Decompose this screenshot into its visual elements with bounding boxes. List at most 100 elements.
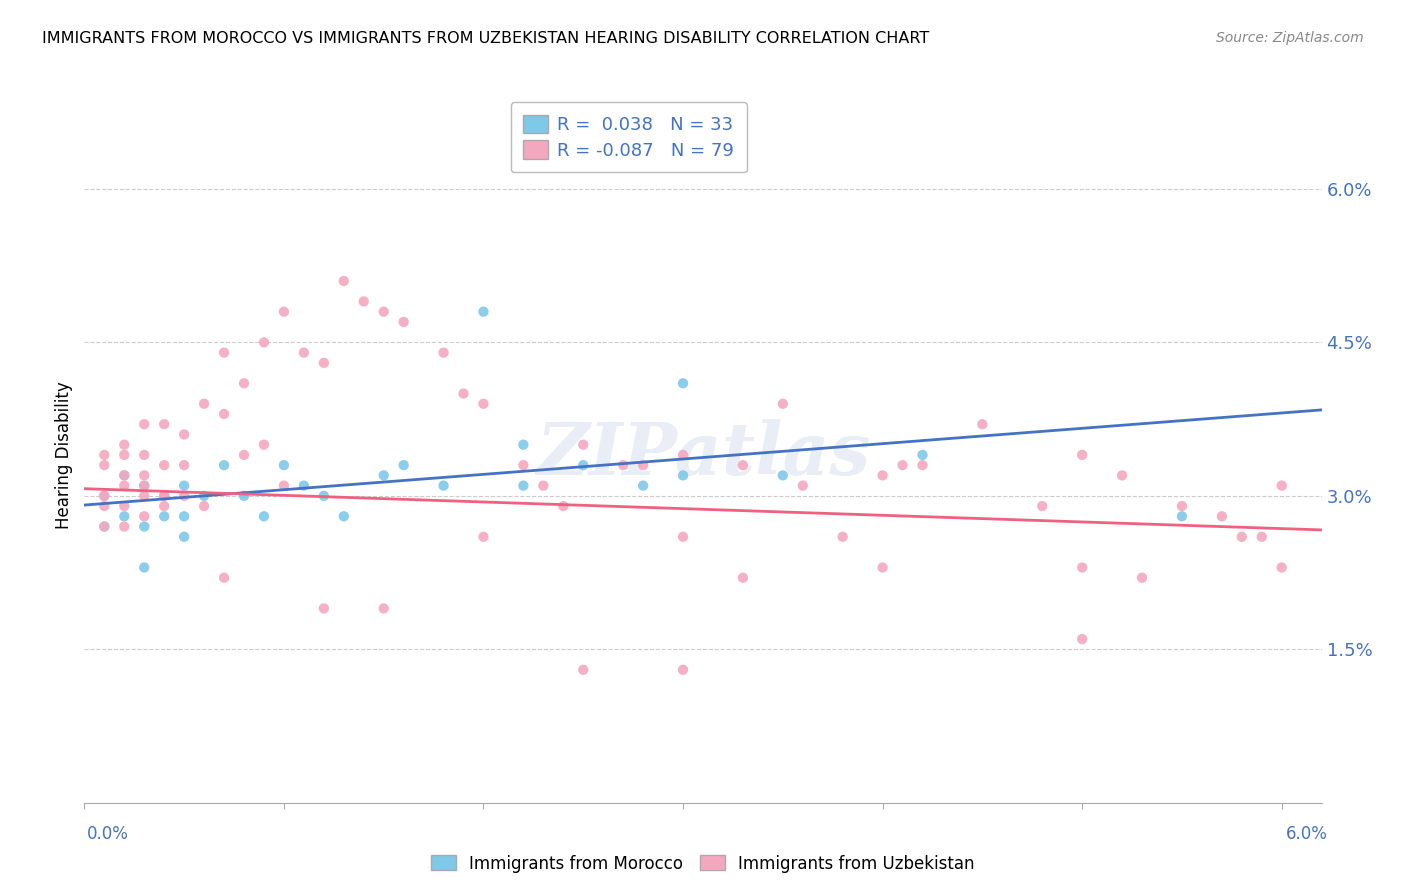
Point (153, 509, 176, 524)
Text: 6.0%: 6.0% (1285, 825, 1327, 843)
Point (312, 356, 335, 370)
Legend: R =  0.038   N = 33, R = -0.087   N = 79: R = 0.038 N = 33, R = -0.087 N = 79 (510, 103, 747, 172)
Point (93, 519, 115, 533)
Point (531, 478, 554, 492)
Point (672, 376, 695, 391)
Point (233, 376, 256, 391)
Point (672, 448, 695, 462)
Point (373, 601, 395, 615)
Point (972, 417, 994, 432)
Point (872, 560, 894, 574)
Point (392, 315, 415, 329)
Point (1071, 632, 1094, 646)
Point (631, 458, 654, 472)
Point (373, 304, 395, 318)
Point (1211, 509, 1233, 524)
Point (233, 489, 256, 503)
Point (891, 458, 914, 472)
Point (153, 458, 176, 472)
Point (373, 468, 395, 483)
Point (212, 571, 235, 585)
Point (134, 468, 156, 483)
Point (112, 509, 135, 524)
Point (1031, 499, 1053, 513)
Point (112, 478, 135, 492)
Point (153, 499, 176, 513)
Point (512, 478, 534, 492)
Point (173, 478, 195, 492)
Point (872, 468, 894, 483)
Point (212, 458, 235, 472)
Point (572, 458, 595, 472)
Point (93, 458, 115, 472)
Point (253, 438, 276, 452)
Point (911, 448, 934, 462)
Point (453, 386, 475, 401)
Point (153, 489, 176, 503)
Point (292, 478, 315, 492)
Point (173, 530, 195, 544)
Text: Source: ZipAtlas.com: Source: ZipAtlas.com (1216, 31, 1364, 45)
Point (134, 519, 156, 533)
Y-axis label: Hearing Disability: Hearing Disability (55, 381, 73, 529)
Point (333, 509, 356, 524)
Point (911, 458, 934, 472)
Point (1171, 509, 1194, 524)
Point (472, 397, 495, 411)
Point (612, 458, 634, 472)
Point (831, 530, 853, 544)
Point (432, 478, 454, 492)
Point (134, 417, 156, 432)
Point (792, 478, 814, 492)
Point (134, 560, 156, 574)
Point (112, 438, 135, 452)
Point (512, 458, 534, 472)
Point (153, 417, 176, 432)
Point (672, 530, 695, 544)
Point (772, 397, 794, 411)
Point (1271, 560, 1294, 574)
Point (312, 601, 335, 615)
Point (153, 489, 176, 503)
Point (112, 468, 135, 483)
Point (193, 397, 215, 411)
Point (772, 468, 794, 483)
Point (472, 530, 495, 544)
Point (273, 478, 295, 492)
Point (392, 458, 415, 472)
Point (472, 304, 495, 318)
Point (631, 478, 654, 492)
Point (353, 294, 375, 309)
Point (731, 571, 754, 585)
Point (134, 509, 156, 524)
Point (333, 274, 356, 288)
Point (193, 489, 215, 503)
Point (1071, 560, 1094, 574)
Point (572, 663, 595, 677)
Point (512, 438, 534, 452)
Point (273, 304, 295, 318)
Point (312, 489, 335, 503)
Point (173, 509, 195, 524)
Point (112, 499, 135, 513)
Point (112, 448, 135, 462)
Point (253, 335, 276, 350)
Point (1230, 530, 1253, 544)
Text: IMMIGRANTS FROM MOROCCO VS IMMIGRANTS FROM UZBEKISTAN HEARING DISABILITY CORRELA: IMMIGRANTS FROM MOROCCO VS IMMIGRANTS FR… (42, 31, 929, 46)
Point (1271, 478, 1294, 492)
Point (553, 499, 575, 513)
Point (273, 458, 295, 472)
Point (173, 427, 195, 442)
Point (134, 478, 156, 492)
Point (112, 519, 135, 533)
Text: 0.0%: 0.0% (87, 825, 129, 843)
Point (292, 345, 315, 359)
Point (672, 663, 695, 677)
Point (173, 458, 195, 472)
Point (572, 438, 595, 452)
Point (212, 345, 235, 359)
Point (1171, 499, 1194, 513)
Text: ZIPatlas: ZIPatlas (536, 419, 870, 491)
Point (672, 468, 695, 483)
Point (93, 448, 115, 462)
